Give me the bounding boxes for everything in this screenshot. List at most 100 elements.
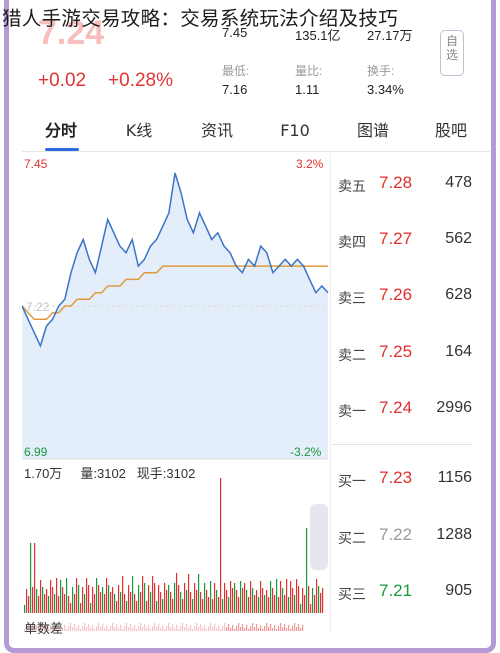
- tab-forum[interactable]: 股吧: [434, 121, 467, 140]
- pct-min-label: -3.2%: [290, 445, 322, 459]
- volume-bar: [196, 590, 198, 613]
- tab-news[interactable]: 资讯: [200, 121, 233, 140]
- bid-row-1[interactable]: 买一 7.23 1156: [338, 468, 472, 490]
- volume-bar: [232, 588, 234, 613]
- order-diff-bar: [46, 624, 48, 631]
- panel-drag-handle[interactable]: [310, 504, 328, 570]
- volume-label: 量:3102: [80, 466, 126, 481]
- price-fill-area: [22, 173, 328, 459]
- order-diff-bar: [268, 627, 270, 631]
- prev-close-label: 7.22: [26, 300, 50, 314]
- volume-bar: [76, 578, 78, 613]
- volume-bar: [316, 579, 318, 613]
- stat-turnover: 135.1亿: [295, 28, 341, 43]
- order-diff-bar: [68, 626, 70, 631]
- ask-row-3[interactable]: 卖三 7.26 628: [338, 285, 472, 307]
- stat-volume: 27.17万: [367, 28, 413, 43]
- order-diff-bar: [298, 624, 300, 631]
- order-diff-bar: [64, 625, 66, 631]
- order-diff-bar: [48, 628, 50, 631]
- tab-kline[interactable]: K线: [125, 121, 153, 140]
- order-diff-bar: [224, 623, 226, 631]
- volume-bar: [92, 587, 94, 613]
- order-diff-bar: [62, 628, 64, 631]
- order-diff-bar: [274, 625, 276, 631]
- volume-bar: [252, 588, 254, 613]
- tab-timeshare[interactable]: 分时: [44, 121, 77, 140]
- add-watchlist-button[interactable]: 自选: [440, 30, 464, 76]
- order-diff-bar: [246, 625, 248, 631]
- order-diff-bar: [30, 627, 32, 631]
- price-change: +0.02: [38, 70, 87, 91]
- bid-row-3[interactable]: 买三 7.21 905: [338, 581, 472, 603]
- volume-bar: [236, 590, 238, 613]
- order-diff-bar: [220, 629, 222, 631]
- order-diff-bar: [58, 627, 60, 631]
- order-diff-bar: [180, 626, 182, 631]
- order-diff-bar: [156, 627, 158, 631]
- order-diff-bar: [80, 629, 82, 631]
- ask-row-4[interactable]: 卖四 7.27 562: [338, 229, 472, 251]
- active-tab-indicator: [45, 148, 79, 151]
- volume-bar: [194, 583, 196, 613]
- volume-bar: [152, 576, 154, 613]
- order-diff-bar: [138, 626, 140, 631]
- volume-bar: [138, 585, 140, 613]
- volume-bar: [288, 597, 290, 613]
- order-diff-bar: [84, 623, 86, 631]
- volume-bar: [116, 601, 118, 613]
- order-diff-bar: [82, 626, 84, 631]
- ask-row-5[interactable]: 卖五 7.28 478: [338, 173, 472, 195]
- order-diff-bar: [250, 626, 252, 631]
- volume-bar: [204, 583, 206, 613]
- order-diff-bar: [120, 625, 122, 631]
- volume-bar: [214, 583, 216, 613]
- order-diff-bar: [168, 623, 170, 631]
- order-diff-bar: [154, 623, 156, 631]
- y-max-label: 7.45: [24, 157, 48, 171]
- ask-row-2[interactable]: 卖二 7.25 164: [338, 342, 472, 364]
- volume-bar: [282, 588, 284, 613]
- volume-bar: [300, 604, 302, 613]
- price-line: [22, 172, 329, 348]
- volume-bar: [218, 597, 220, 613]
- volume-bar: [32, 587, 34, 613]
- intraday-chart[interactable]: [22, 153, 330, 633]
- volume-bar: [154, 583, 156, 613]
- order-diff-bar: [72, 627, 74, 631]
- tab-f10[interactable]: F10: [280, 121, 310, 140]
- order-diff-bar: [230, 628, 232, 631]
- volume-info: 1.70万 量:3102 现手:3102: [24, 463, 195, 482]
- volume-bar: [104, 594, 106, 613]
- volume-bar: [188, 574, 190, 613]
- ask-row-1[interactable]: 卖一 7.24 2996: [338, 398, 472, 420]
- volume-bar: [112, 587, 114, 613]
- order-diff-bar: [144, 624, 146, 631]
- bid-row-2[interactable]: 买二 7.22 1288: [338, 525, 472, 547]
- order-diff-bar: [176, 625, 178, 631]
- volume-bar: [28, 596, 30, 613]
- order-diff-bar: [124, 626, 126, 631]
- volume-bar: [122, 576, 124, 613]
- order-diff-bar: [26, 626, 28, 631]
- volume-bar: [168, 585, 170, 613]
- order-diff-bar: [208, 626, 210, 631]
- volume-bar: [106, 578, 108, 613]
- order-diff-bar: [228, 624, 230, 631]
- tab-graph[interactable]: 图谱: [356, 121, 389, 140]
- order-diff-bar: [278, 626, 280, 631]
- order-diff-bar: [54, 626, 56, 631]
- order-diff-bar: [122, 629, 124, 631]
- volume-bar: [244, 583, 246, 613]
- order-diff-bar: [240, 627, 242, 631]
- volume-bar: [88, 585, 90, 613]
- order-diff-bar: [172, 624, 174, 631]
- volume-bar: [224, 583, 226, 613]
- device-frame: [4, 0, 496, 653]
- volume-bar: [254, 595, 256, 613]
- volume-bar: [220, 478, 222, 613]
- order-diff-bar: [232, 625, 234, 631]
- order-diff-bar: [164, 629, 166, 631]
- volume-bar: [276, 579, 278, 613]
- order-diff-bar: [66, 629, 68, 631]
